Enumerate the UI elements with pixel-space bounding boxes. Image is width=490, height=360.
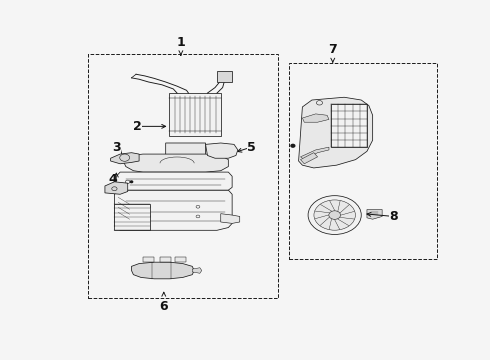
- Bar: [217, 71, 232, 82]
- Polygon shape: [105, 182, 128, 194]
- Bar: [115, 204, 150, 230]
- Polygon shape: [166, 143, 206, 157]
- Bar: [88, 54, 278, 298]
- Circle shape: [130, 181, 133, 183]
- Polygon shape: [367, 210, 382, 219]
- Text: 3: 3: [112, 141, 121, 154]
- Polygon shape: [192, 268, 202, 273]
- Bar: [289, 63, 437, 260]
- Circle shape: [291, 144, 295, 147]
- Polygon shape: [300, 153, 318, 164]
- Polygon shape: [300, 147, 329, 159]
- Circle shape: [329, 211, 341, 219]
- Bar: [331, 104, 367, 147]
- Bar: [143, 257, 153, 262]
- Text: 5: 5: [247, 141, 255, 154]
- Polygon shape: [206, 143, 238, 158]
- Bar: [175, 257, 186, 262]
- Text: 2: 2: [133, 120, 142, 133]
- Polygon shape: [302, 114, 329, 122]
- Polygon shape: [124, 154, 228, 172]
- Text: 7: 7: [328, 43, 337, 56]
- Polygon shape: [298, 97, 373, 168]
- Polygon shape: [111, 153, 139, 164]
- Text: 4: 4: [108, 172, 117, 185]
- Bar: [170, 93, 220, 136]
- Text: 1: 1: [176, 36, 185, 49]
- Polygon shape: [115, 190, 232, 230]
- Polygon shape: [116, 172, 232, 190]
- Text: 6: 6: [159, 300, 168, 312]
- Polygon shape: [220, 214, 240, 223]
- Text: 8: 8: [389, 210, 398, 223]
- Circle shape: [314, 200, 355, 230]
- Polygon shape: [131, 262, 194, 279]
- Circle shape: [308, 196, 361, 234]
- Bar: [160, 257, 171, 262]
